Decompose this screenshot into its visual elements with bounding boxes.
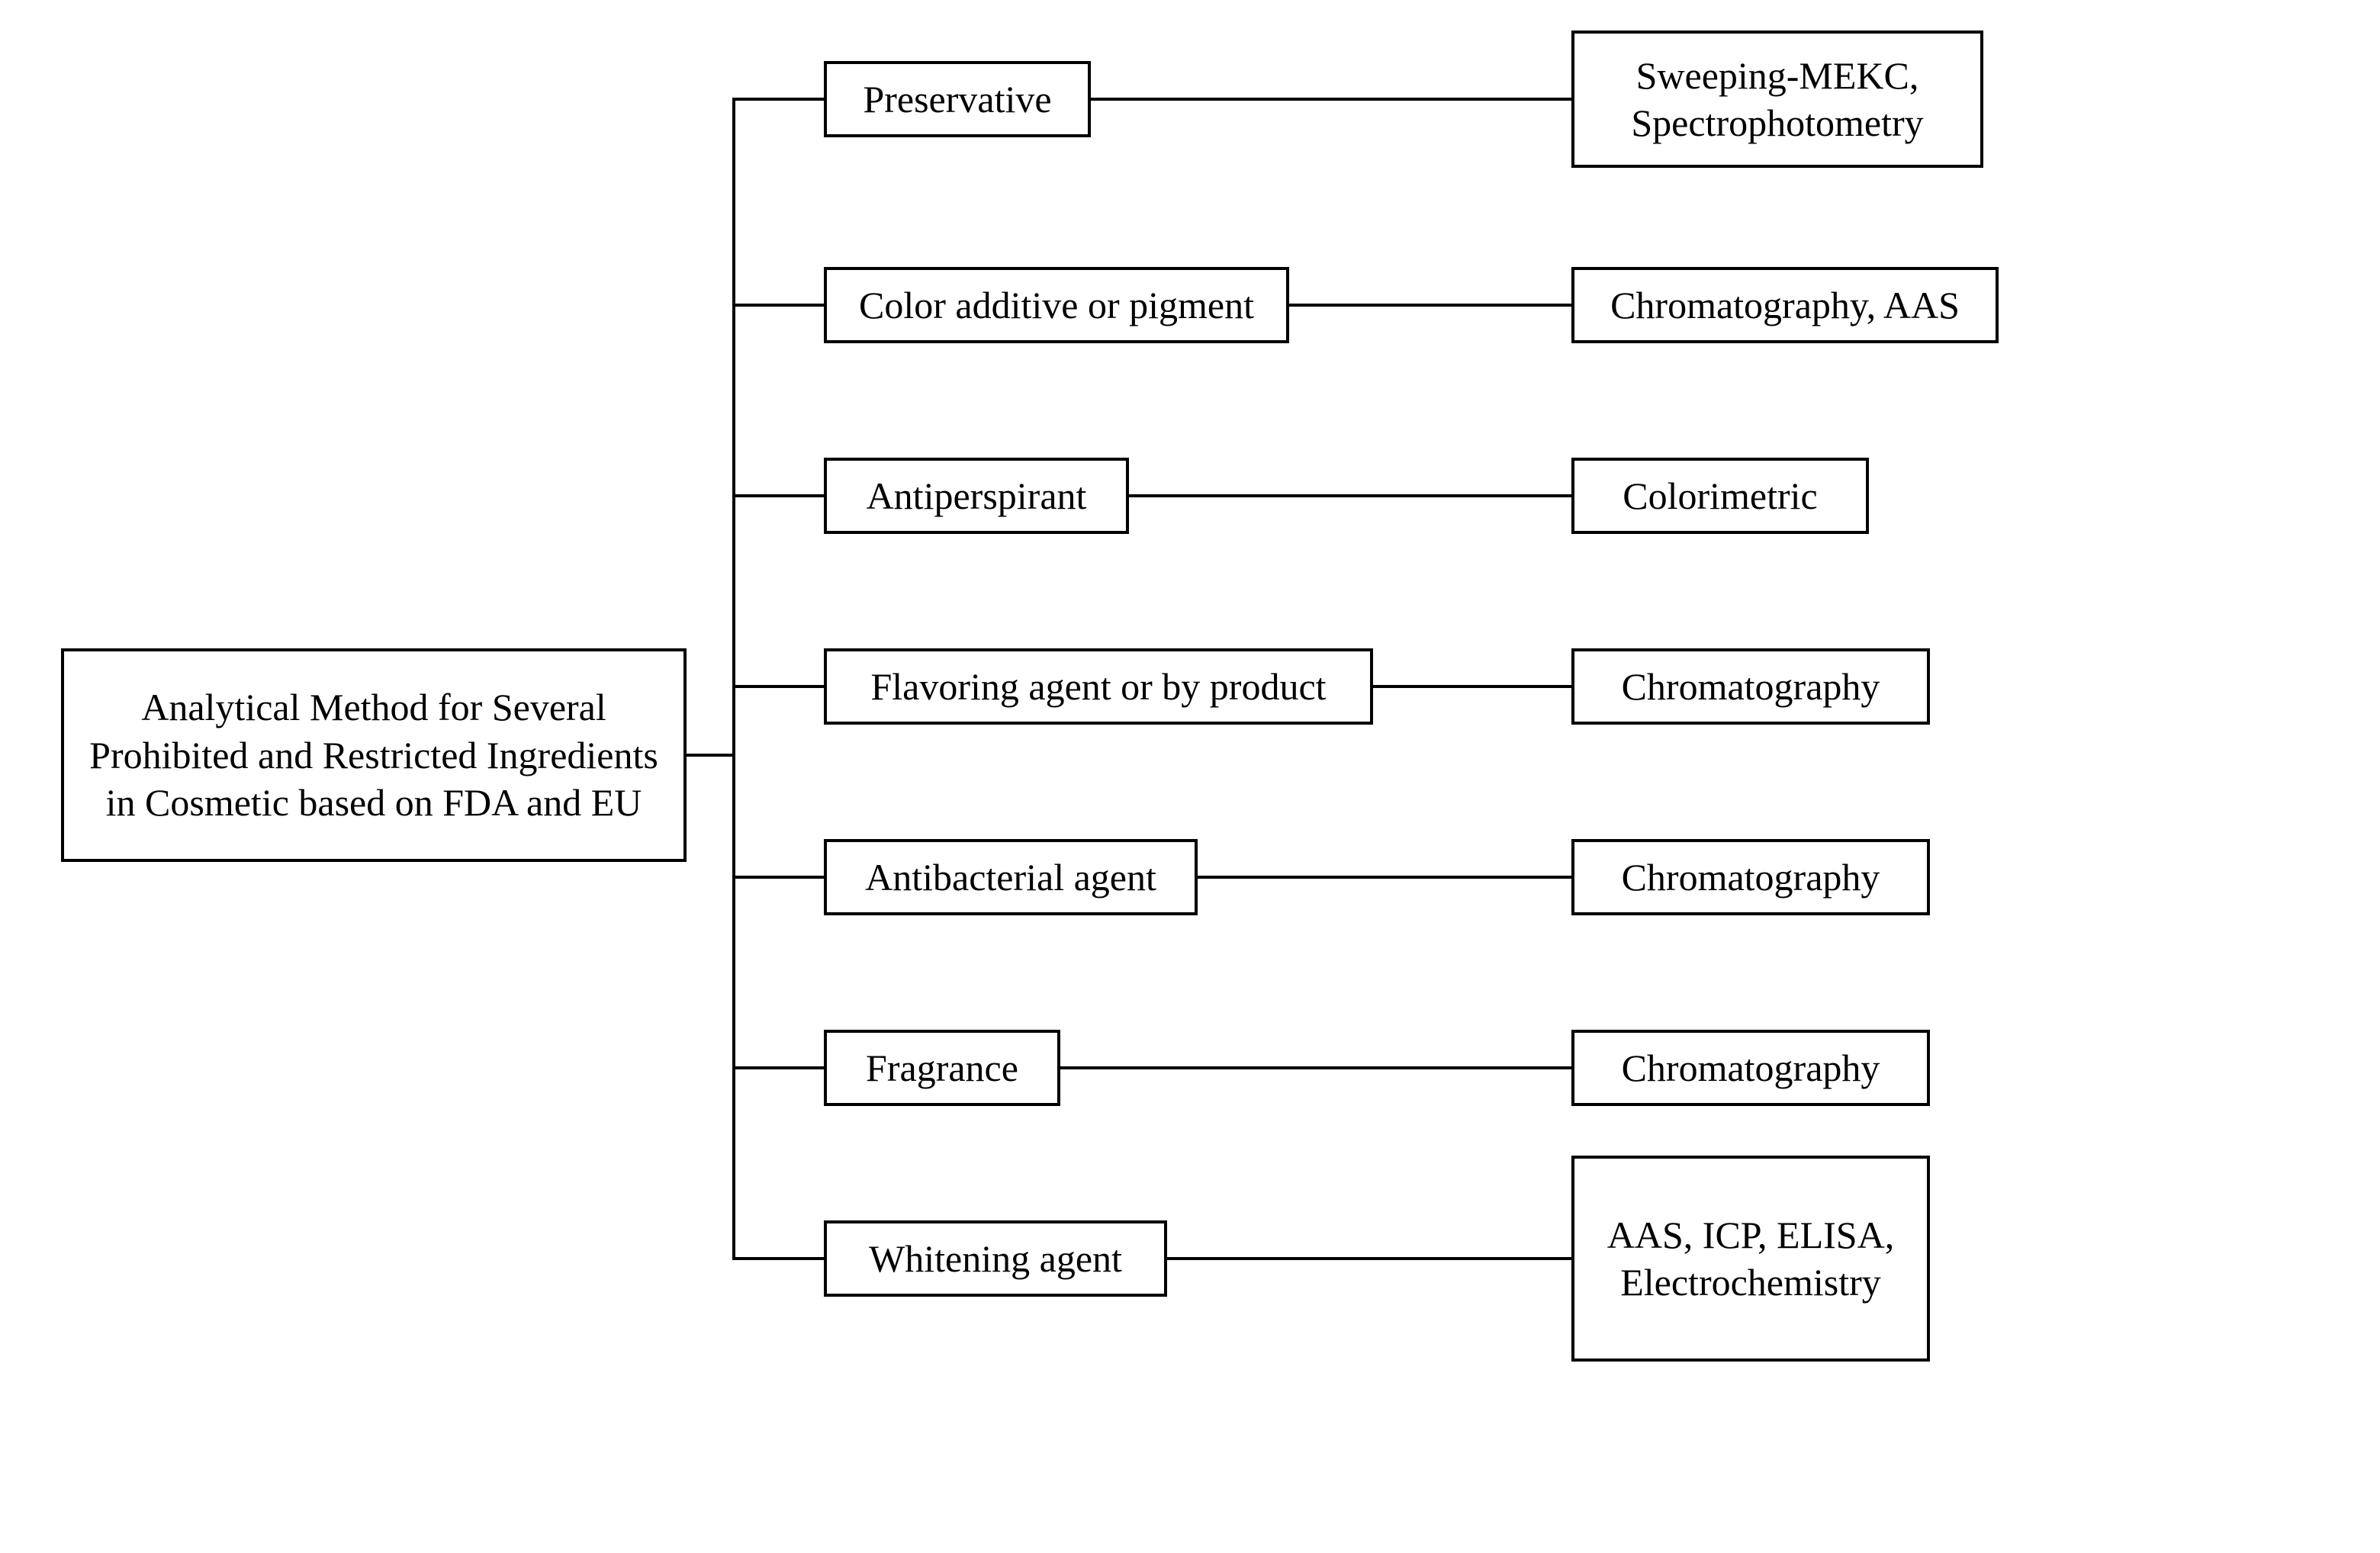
connector-vbar xyxy=(732,98,735,1260)
diagram-canvas: Analytical Method for Several Prohibited… xyxy=(0,0,2380,1553)
connector-branch xyxy=(732,494,824,497)
connector-method xyxy=(1373,685,1571,688)
connector-branch xyxy=(732,1257,824,1260)
connector-branch xyxy=(732,685,824,688)
method-label: Colorimetric xyxy=(1623,472,1818,520)
connector-branch xyxy=(732,876,824,879)
method-label: Sweeping-MEKC, Spectrophotometry xyxy=(1599,52,1956,147)
method-node: Chromatography xyxy=(1571,1030,1930,1106)
category-label: Flavoring agent or by product xyxy=(870,663,1326,711)
connector-method xyxy=(1198,876,1571,879)
connector-branch xyxy=(732,1066,824,1069)
connector-method xyxy=(1167,1257,1571,1260)
method-node: AAS, ICP, ELISA, Electrochemistry xyxy=(1571,1156,1930,1362)
connector-method xyxy=(1091,98,1571,101)
category-node: Preservative xyxy=(824,61,1091,137)
method-node: Chromatography, AAS xyxy=(1571,267,1999,343)
method-label: Chromatography xyxy=(1622,663,1880,711)
method-label: Chromatography xyxy=(1622,854,1880,902)
category-node: Color additive or pigment xyxy=(824,267,1289,343)
method-label: Chromatography xyxy=(1622,1044,1880,1092)
category-label: Whitening agent xyxy=(869,1235,1122,1283)
category-node: Antibacterial agent xyxy=(824,839,1198,915)
connector-method xyxy=(1129,494,1571,497)
connector-method xyxy=(1060,1066,1571,1069)
connector-trunk xyxy=(687,754,735,757)
method-node: Sweeping-MEKC, Spectrophotometry xyxy=(1571,31,1983,168)
category-label: Fragrance xyxy=(866,1044,1018,1092)
category-node: Whitening agent xyxy=(824,1220,1167,1297)
category-label: Preservative xyxy=(863,76,1051,124)
connector-branch xyxy=(732,304,824,307)
method-node: Chromatography xyxy=(1571,648,1930,725)
category-node: Fragrance xyxy=(824,1030,1060,1106)
category-label: Antiperspirant xyxy=(867,472,1087,520)
root-label: Analytical Method for Several Prohibited… xyxy=(88,683,659,827)
root-node: Analytical Method for Several Prohibited… xyxy=(61,648,687,862)
connector-method xyxy=(1289,304,1571,307)
connector-branch xyxy=(732,98,824,101)
category-node: Antiperspirant xyxy=(824,458,1129,534)
category-node: Flavoring agent or by product xyxy=(824,648,1373,725)
method-label: AAS, ICP, ELISA, Electrochemistry xyxy=(1599,1211,1902,1307)
category-label: Color additive or pigment xyxy=(859,281,1254,330)
method-label: Chromatography, AAS xyxy=(1610,281,1960,330)
method-node: Colorimetric xyxy=(1571,458,1869,534)
method-node: Chromatography xyxy=(1571,839,1930,915)
category-label: Antibacterial agent xyxy=(865,854,1156,902)
